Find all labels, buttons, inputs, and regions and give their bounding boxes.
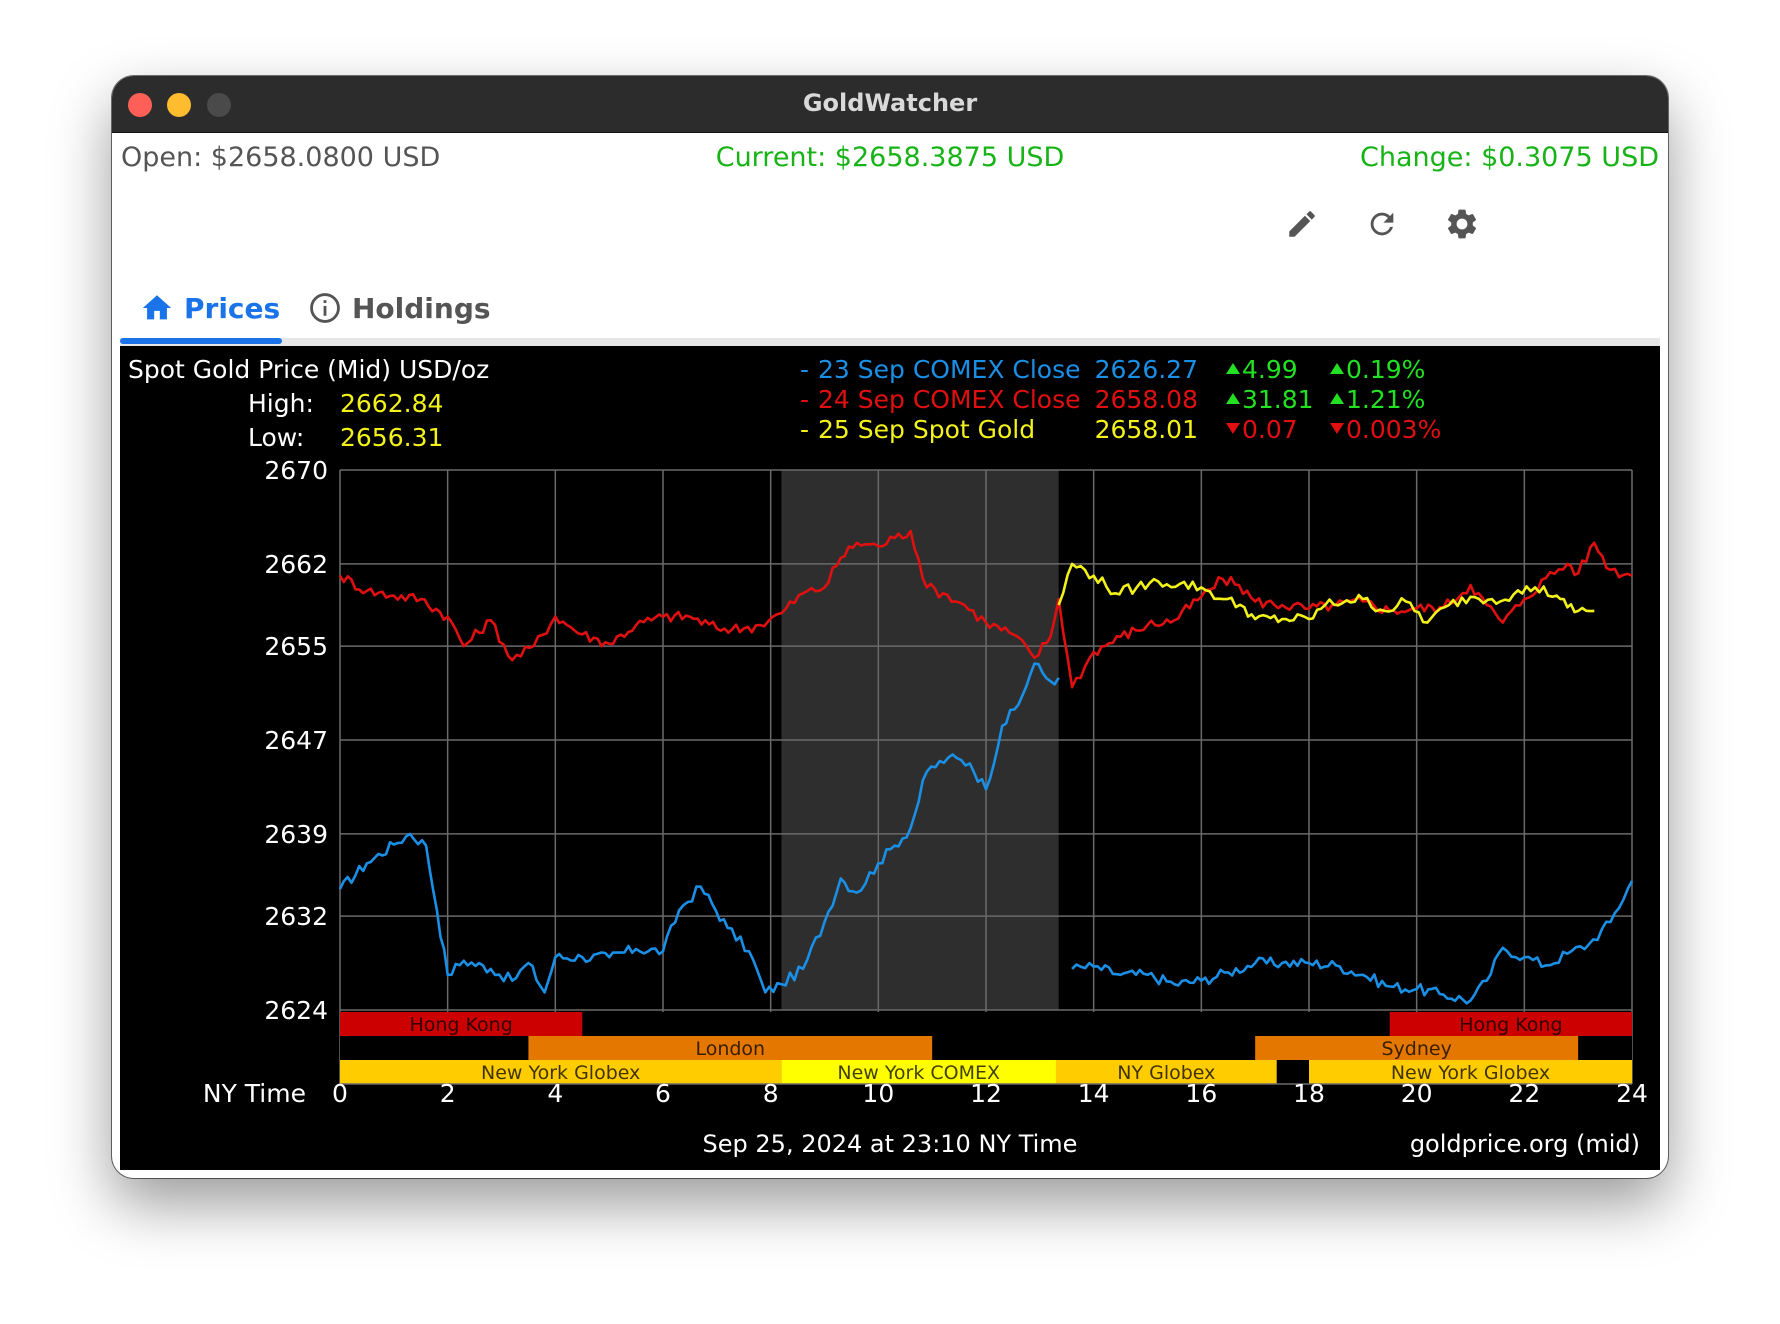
session-label: New York Globex <box>481 1062 640 1084</box>
y-tick-label: 2639 <box>264 820 328 849</box>
down-arrow-icon <box>1226 423 1240 434</box>
legend-series-name: 23 Sep COMEX Close <box>818 355 1081 384</box>
x-axis-label: NY Time <box>203 1079 306 1108</box>
low-label: Low: <box>248 423 304 452</box>
legend-change: 31.81 <box>1242 385 1314 414</box>
edit-button[interactable] <box>1278 200 1326 248</box>
high-label: High: <box>248 389 314 418</box>
session-label: New York Globex <box>1391 1062 1550 1084</box>
session-bar <box>1055 1060 1277 1084</box>
y-tick-label: 2662 <box>264 550 328 579</box>
tab-holdings-label: Holdings <box>352 291 491 325</box>
session-label: NY Globex <box>1117 1062 1215 1084</box>
tab-bar <box>120 338 1660 346</box>
series-line-1 <box>338 662 1634 1005</box>
chart-footer-timestamp: Sep 25, 2024 at 23:10 NY Time <box>703 1130 1078 1158</box>
legend-marker: - <box>800 385 809 414</box>
session-bar <box>340 1060 782 1084</box>
legend-series-value: 2658.01 <box>1095 415 1198 444</box>
session-label: Sydney <box>1381 1038 1451 1060</box>
session-bar <box>781 1060 1056 1084</box>
x-tick-label: 6 <box>655 1079 671 1108</box>
legend-marker: - <box>800 415 809 444</box>
refresh-button[interactable] <box>1358 200 1406 248</box>
session-bar <box>528 1036 933 1060</box>
up-arrow-icon <box>1226 393 1240 404</box>
legend-series-name: 25 Sep Spot Gold <box>818 415 1035 444</box>
x-tick-label: 8 <box>763 1079 779 1108</box>
x-tick-label: 4 <box>547 1079 563 1108</box>
legend-percent-change: 0.003% <box>1346 415 1441 444</box>
home-icon <box>142 295 172 320</box>
close-window-button[interactable] <box>128 93 152 117</box>
down-arrow-icon <box>1330 423 1344 434</box>
refresh-icon <box>1370 212 1394 236</box>
x-tick-label: 2 <box>440 1079 456 1108</box>
x-tick-label: 12 <box>970 1079 1002 1108</box>
session-label: Hong Kong <box>1459 1014 1562 1036</box>
session-bar <box>1309 1060 1632 1084</box>
legend-series-value: 2626.27 <box>1095 355 1198 384</box>
gear-icon <box>1447 209 1477 239</box>
y-tick-label: 2632 <box>264 902 328 931</box>
pencil-icon <box>1289 211 1315 237</box>
session-label: London <box>695 1038 765 1060</box>
legend-change: 0.07 <box>1242 415 1298 444</box>
high-value: 2662.84 <box>340 389 443 418</box>
session-label: Hong Kong <box>409 1014 512 1036</box>
x-tick-label: 0 <box>332 1079 348 1108</box>
y-tick-label: 2647 <box>264 726 328 755</box>
title-bar: GoldWatcher <box>112 76 1668 133</box>
legend-series-value: 2658.08 <box>1095 385 1198 414</box>
low-value: 2656.31 <box>340 423 443 452</box>
x-tick-label: 24 <box>1616 1079 1648 1108</box>
session-bar <box>1255 1036 1579 1060</box>
y-tick-label: 2655 <box>264 632 328 661</box>
y-tick-label: 2670 <box>264 456 328 485</box>
legend-series-name: 24 Sep COMEX Close <box>818 385 1081 414</box>
up-arrow-icon <box>1330 393 1344 404</box>
session-bar <box>1389 1012 1632 1036</box>
minimize-window-button[interactable] <box>167 93 191 117</box>
maximize-window-button[interactable] <box>207 93 231 117</box>
x-tick-label: 14 <box>1078 1079 1110 1108</box>
x-tick-label: 22 <box>1508 1079 1540 1108</box>
price-change: Change: $0.3075 USD <box>1360 142 1659 173</box>
window-title: GoldWatcher <box>802 89 978 117</box>
x-tick-label: 10 <box>862 1079 894 1108</box>
app-window: GoldWatcher Open: $2658.0800 USD Current… <box>112 76 1668 1178</box>
gold-price-chart: Hong Kong Hong Kong London Sydney New York G… <box>120 346 1660 1170</box>
x-tick-label: 20 <box>1401 1079 1433 1108</box>
series-line-3 <box>1057 562 1595 624</box>
legend-change: 4.99 <box>1242 355 1298 384</box>
y-tick-label: 2624 <box>264 996 328 1025</box>
x-tick-label: 18 <box>1293 1079 1325 1108</box>
open-price: Open: $2658.0800 USD <box>121 142 441 173</box>
session-label: New York COMEX <box>837 1062 1000 1084</box>
chart-source: goldprice.org (mid) <box>1410 1130 1640 1158</box>
session-bar <box>340 1012 583 1036</box>
legend-percent-change: 1.21% <box>1346 385 1425 414</box>
current-price: Current: $2658.3875 USD <box>715 142 1065 173</box>
up-arrow-icon <box>1226 363 1240 374</box>
up-arrow-icon <box>1330 363 1344 374</box>
tab-holdings[interactable]: Holdings <box>308 278 491 338</box>
chart-title: Spot Gold Price (Mid) USD/oz <box>128 355 489 384</box>
settings-button[interactable] <box>1438 200 1486 248</box>
tab-prices[interactable]: Prices <box>140 278 280 338</box>
legend-percent-change: 0.19% <box>1346 355 1425 384</box>
legend-marker: - <box>800 355 809 384</box>
selected-tab-indicator <box>120 338 282 344</box>
info-icon <box>310 293 340 323</box>
x-tick-label: 16 <box>1185 1079 1217 1108</box>
tab-prices-label: Prices <box>184 291 281 325</box>
